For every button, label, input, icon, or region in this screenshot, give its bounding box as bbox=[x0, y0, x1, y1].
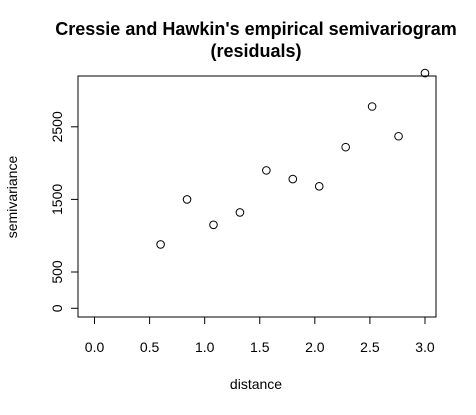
x-tick-label: 0.5 bbox=[140, 339, 160, 355]
x-tick-label: 3.0 bbox=[415, 339, 435, 355]
data-point bbox=[156, 240, 165, 249]
chart-title-line2: (residuals) bbox=[210, 41, 301, 61]
chart-title-line1: Cressie and Hawkin's empirical semivario… bbox=[55, 19, 456, 39]
y-tick-label: 1500 bbox=[49, 184, 65, 215]
x-tick-label: 1.5 bbox=[250, 339, 270, 355]
y-tick-label: 500 bbox=[49, 260, 65, 284]
x-tick-label: 1.0 bbox=[195, 339, 215, 355]
data-point bbox=[314, 182, 324, 191]
data-point bbox=[367, 102, 377, 111]
y-tick-label: 2500 bbox=[49, 111, 65, 142]
x-tick-label: 2.0 bbox=[305, 339, 325, 355]
x-axis: 0.0 0.5 1.0 1.5 2.0 2.5 3.0 bbox=[85, 317, 435, 355]
data-point bbox=[420, 68, 430, 78]
y-axis: 0 500 1500 2500 bbox=[49, 111, 78, 312]
data-point bbox=[235, 208, 245, 217]
data-point bbox=[262, 166, 271, 175]
y-axis-label: semivariance bbox=[4, 156, 20, 239]
data-point bbox=[341, 142, 350, 152]
y-tick-label: 0 bbox=[49, 304, 65, 312]
data-point bbox=[394, 131, 403, 141]
data-point bbox=[182, 195, 192, 204]
plot-frame bbox=[77, 75, 437, 318]
x-axis-label: distance bbox=[230, 376, 282, 392]
x-tick-label: 2.5 bbox=[360, 339, 380, 355]
data-points bbox=[156, 68, 430, 249]
x-tick-label: 0.0 bbox=[85, 339, 105, 355]
data-point bbox=[209, 220, 218, 230]
data-point bbox=[288, 174, 298, 184]
